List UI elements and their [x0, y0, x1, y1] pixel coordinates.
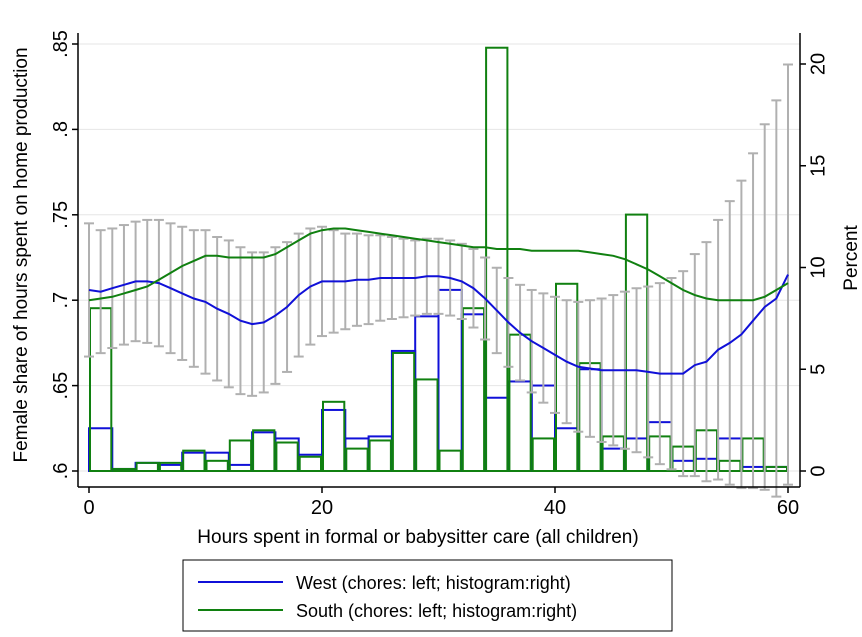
histogram-bar: [112, 467, 136, 472]
x-tick-label: 40: [544, 497, 566, 519]
histogram-bar: [298, 455, 323, 473]
y-right-tick-label: 15: [808, 155, 830, 177]
y-left-tick-label: .85: [50, 30, 72, 58]
y-right-tick-label: 0: [808, 465, 830, 476]
histogram-bar: [438, 449, 462, 472]
west-line: [88, 274, 789, 375]
y-left-tick-label: .6: [50, 463, 72, 480]
y-left-tick-label: .75: [50, 201, 72, 229]
histogram-bar: [228, 439, 253, 473]
histogram-bar: [322, 400, 346, 472]
y-right-tick-label: 10: [808, 256, 830, 278]
histogram-bar: [415, 378, 439, 472]
y-right-tick-label: 20: [808, 53, 830, 75]
y-left-tick-label: .65: [50, 372, 72, 400]
x-tick-label: 60: [777, 497, 799, 519]
x-tick-label: 0: [83, 497, 94, 519]
histogram-bar: [391, 351, 416, 472]
x-axis-title: Hours spent in formal or babysitter care…: [197, 527, 638, 548]
ci-bar: [783, 63, 793, 486]
y-left-tick-label: .7: [50, 292, 72, 309]
legend: West (chores: left; histogram:right) Sou…: [182, 559, 673, 632]
legend-box: [182, 559, 673, 632]
y-right-tick-label: 5: [808, 364, 830, 375]
histogram-bar: [158, 461, 183, 472]
south-line: [88, 227, 789, 302]
histogram-bar: [368, 439, 392, 473]
histogram-bar: [275, 441, 299, 473]
histogram-bar: [252, 429, 276, 472]
legend-label-south: South (chores: left; histogram:right): [296, 601, 577, 621]
histogram-bar: [531, 437, 556, 473]
legend-label-west: West (chores: left; histogram:right): [296, 573, 571, 593]
series-lines: [88, 227, 789, 375]
axes: 0 20 40 60 .6 .65 .7 .75 .8 .85 0 5 10 15 20: [50, 30, 830, 519]
histogram-bar: [345, 447, 369, 472]
y-left-tick-label: .8: [50, 121, 72, 138]
histogram-bar: [205, 459, 229, 473]
y-axis-left-title: Female share of hours spent on home prod…: [11, 47, 32, 462]
x-tick-label: 20: [311, 497, 333, 519]
ci-bar: [84, 222, 94, 358]
y-axis-right-title: Percent: [841, 225, 862, 291]
histogram-bar: [182, 449, 206, 472]
histogram-bar: [135, 461, 159, 472]
